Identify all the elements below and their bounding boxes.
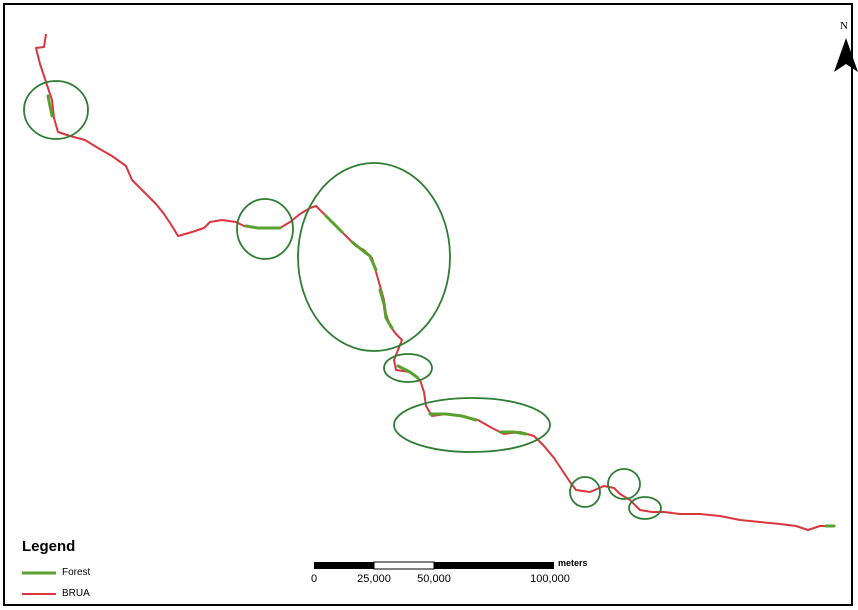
forest-segment — [324, 214, 344, 234]
highlight-circle — [393, 397, 551, 453]
forest-segment — [428, 412, 478, 422]
highlight-circle — [297, 162, 451, 352]
forest-segments — [46, 94, 836, 528]
north-label: N — [840, 20, 848, 32]
scale-bar — [314, 561, 554, 570]
legend-title: Legend — [22, 538, 76, 555]
highlight-circle — [569, 476, 601, 508]
legend-item-brua: BRUA — [62, 588, 90, 599]
forest-segment — [244, 224, 282, 230]
legend-item-forest: Forest — [62, 567, 91, 578]
brua-route-line — [35, 33, 834, 531]
highlight-circle — [607, 468, 641, 500]
forest-segment — [46, 94, 54, 118]
forest-segment — [498, 430, 528, 436]
scale-label-100000: 100,000 — [530, 573, 570, 585]
highlight-circle — [236, 198, 294, 260]
scale-label-25000: 25,000 — [357, 573, 391, 585]
scale-label-0: 0 — [310, 573, 318, 585]
north-arrow-icon — [834, 38, 858, 72]
highlight-circles — [23, 80, 662, 520]
scale-label-50000: 50,000 — [417, 573, 451, 585]
highlight-circle — [23, 80, 89, 140]
highlight-circle — [383, 353, 433, 383]
highlight-circle — [628, 496, 662, 520]
map-frame — [3, 3, 853, 606]
forest-segment — [396, 364, 420, 380]
forest-segment — [350, 240, 378, 272]
scale-units: meters — [558, 558, 588, 568]
forest-segment — [378, 288, 394, 330]
